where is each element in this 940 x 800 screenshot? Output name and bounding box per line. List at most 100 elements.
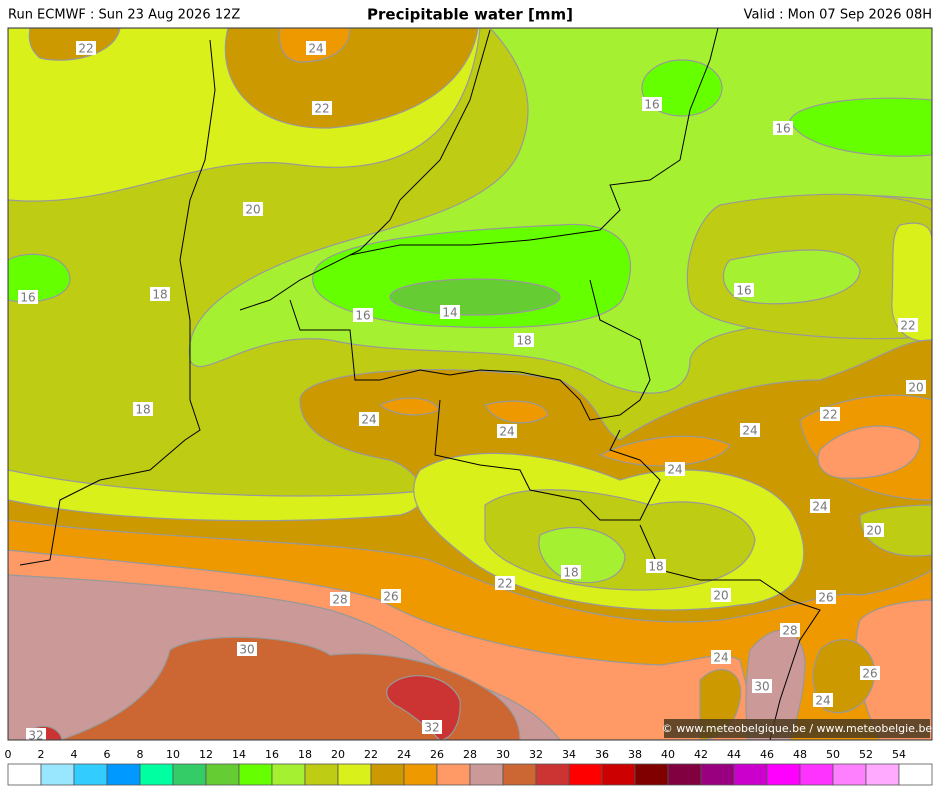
label-text: 24 xyxy=(812,500,827,514)
label-text: 16 xyxy=(775,122,790,136)
contour-label: 24 xyxy=(497,424,517,439)
label-box xyxy=(810,499,830,513)
colorbar-swatch xyxy=(40,763,75,786)
label-text: 28 xyxy=(332,593,347,607)
label-box xyxy=(150,287,170,301)
contour-label: 18 xyxy=(514,333,534,348)
contour-label: 18 xyxy=(150,287,170,302)
colorbar-swatch xyxy=(370,763,405,786)
contour-label: 22 xyxy=(820,407,840,422)
label-text: 20 xyxy=(713,589,728,603)
label-box xyxy=(740,423,760,437)
label-box xyxy=(906,380,926,394)
colorbar-label: 52 xyxy=(859,748,873,761)
contour-label: 24 xyxy=(665,462,685,477)
label-box xyxy=(353,308,373,322)
label-text: 26 xyxy=(862,667,877,681)
contour-label: 20 xyxy=(864,523,884,538)
contour-label: 22 xyxy=(312,101,332,116)
contour-label: 18 xyxy=(561,565,581,580)
colorbar-swatch xyxy=(304,763,339,786)
label-box xyxy=(711,650,731,664)
valid-info: Valid : Mon 07 Sep 2026 08H xyxy=(744,8,932,23)
label-box xyxy=(734,283,754,297)
colorbar-swatch xyxy=(667,763,702,786)
contour-label: 30 xyxy=(237,642,257,657)
credit: © www.meteobelgique.be / www.meteobelgie… xyxy=(662,722,933,735)
label-text: 22 xyxy=(900,319,915,333)
map-frame xyxy=(7,27,933,741)
colorbar-label: 32 xyxy=(529,748,543,761)
label-box xyxy=(711,588,731,602)
contour-label: 18 xyxy=(133,402,153,417)
label-box xyxy=(76,41,96,55)
label-text: 28 xyxy=(782,624,797,638)
label-text: 16 xyxy=(736,284,751,298)
label-box xyxy=(642,97,662,111)
colorbar-label: 0 xyxy=(5,748,12,761)
label-box xyxy=(18,290,38,304)
contour-label: 24 xyxy=(359,412,379,427)
label-text: 18 xyxy=(648,560,663,574)
label-box xyxy=(495,576,515,590)
label-text: 14 xyxy=(442,306,457,320)
contour-label: 16 xyxy=(353,308,373,323)
label-box xyxy=(665,462,685,476)
colorbar-swatch xyxy=(700,763,735,786)
label-text: 20 xyxy=(245,203,260,217)
label-text: 32 xyxy=(28,729,43,743)
contour-label: 22 xyxy=(495,576,515,591)
colorbar-swatch xyxy=(271,763,306,786)
label-box xyxy=(497,424,517,438)
colorbar-swatch xyxy=(139,763,174,786)
contour-label: 28 xyxy=(780,623,800,638)
colorbar-swatch xyxy=(403,763,438,786)
label-text: 24 xyxy=(742,424,757,438)
label-box xyxy=(312,101,332,115)
colorbar-label: 40 xyxy=(661,748,675,761)
colorbar-swatch xyxy=(733,763,768,786)
contour-label: 32 xyxy=(422,720,442,735)
colorbar-swatch xyxy=(172,763,207,786)
run-info: Run ECMWF : Sun 23 Aug 2026 12Z xyxy=(8,8,240,23)
label-box xyxy=(773,121,793,135)
contour-label: 28 xyxy=(330,592,350,607)
colorbar-label: 2 xyxy=(38,748,45,761)
colorbar-label: 54 xyxy=(892,748,906,761)
label-box xyxy=(330,592,350,606)
label-box xyxy=(813,693,833,707)
label-text: 24 xyxy=(308,42,323,56)
label-box xyxy=(422,720,442,734)
label-text: 18 xyxy=(516,334,531,348)
label-box xyxy=(359,412,379,426)
label-text: 32 xyxy=(424,721,439,735)
label-box xyxy=(561,565,581,579)
contour-label: 24 xyxy=(306,41,326,56)
map-title: Precipitable water [mm] xyxy=(367,6,573,24)
colorbar-swatch xyxy=(238,763,273,786)
colorbar-label: 4 xyxy=(71,748,78,761)
label-text: 18 xyxy=(563,566,578,580)
label-box xyxy=(898,318,918,332)
label-text: 16 xyxy=(644,98,659,112)
colorbar-label: 12 xyxy=(199,748,213,761)
label-text: 22 xyxy=(497,577,512,591)
label-box xyxy=(820,407,840,421)
contour-label: 24 xyxy=(711,650,731,665)
colorbar-label: 34 xyxy=(562,748,576,761)
label-box xyxy=(816,590,836,604)
colorbar-label: 42 xyxy=(694,748,708,761)
colorbar-label: 20 xyxy=(331,748,345,761)
colorbar-swatch xyxy=(502,763,537,786)
label-text: 24 xyxy=(815,694,830,708)
colorbar-label: 24 xyxy=(397,748,411,761)
contour-label: 16 xyxy=(734,283,754,298)
label-text: 20 xyxy=(866,524,881,538)
colorbar-swatch xyxy=(799,763,834,786)
colorbar-label: 16 xyxy=(265,748,279,761)
label-text: 30 xyxy=(239,643,254,657)
contour-label: 24 xyxy=(813,693,833,708)
label-box xyxy=(306,41,326,55)
label-box xyxy=(780,623,800,637)
colorbar-swatch xyxy=(436,763,471,786)
